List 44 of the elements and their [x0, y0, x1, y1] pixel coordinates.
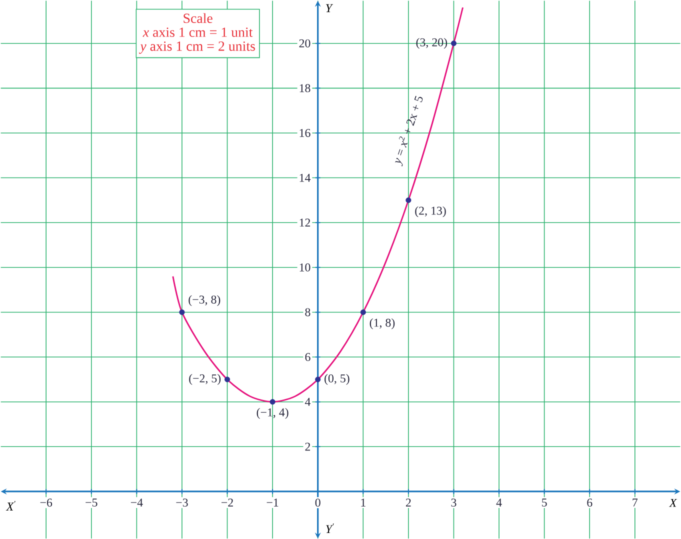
- point: [450, 40, 457, 46]
- x-tick-label: 7: [632, 498, 638, 506]
- x-tick-label: 1: [361, 498, 366, 506]
- x-tick-label: 6: [587, 498, 592, 506]
- annotation: (1, 8): [370, 318, 395, 330]
- y-axis-title: Y: [326, 4, 334, 12]
- y-tick-label: 20: [299, 39, 310, 48]
- x-tick-label: 3: [451, 498, 456, 506]
- point: [360, 309, 366, 315]
- point: [224, 376, 230, 382]
- x-tick-label: −1: [266, 498, 278, 506]
- annotation: Scale: [184, 13, 212, 23]
- y-tick-label: 14: [300, 174, 311, 182]
- x-axis-title: X: [669, 498, 678, 507]
- x-tick-label: −3: [176, 498, 188, 506]
- point: [315, 376, 321, 382]
- point: [179, 309, 185, 315]
- annotation: Y$^{′}$: [326, 523, 334, 533]
- y-tick-label: 12: [300, 218, 310, 226]
- y-tick-label: 2: [305, 442, 310, 450]
- annotation: (0, 5): [324, 374, 350, 385]
- x-tick-label: −4: [130, 498, 143, 506]
- y-tick-label: 4: [304, 398, 311, 406]
- y-tick-label: 16: [300, 128, 310, 137]
- point: [270, 398, 276, 404]
- annotation: y = x$^{2}$ + 2x + 5: [395, 96, 423, 166]
- annotation: (−3, 8): [188, 295, 220, 306]
- y-tick-label: 6: [305, 352, 310, 361]
- x-tick-label: 0: [315, 498, 320, 507]
- x-tick-label: −6: [40, 498, 52, 506]
- x-tick-label: −5: [86, 498, 98, 506]
- annotation: (2, 13): [415, 206, 446, 218]
- point: [406, 197, 412, 203]
- x-tick-label: 4: [496, 498, 502, 506]
- x-tick-label: 2: [406, 498, 411, 506]
- x-tick-label: 5: [542, 498, 547, 506]
- annotation: (−2, 5): [189, 374, 221, 385]
- y-tick-label: 10: [300, 263, 310, 272]
- annotation: y axis 1 cm = 2 units: [139, 41, 255, 54]
- y-tick-label: 18: [300, 84, 310, 92]
- annotation: x axis 1 cm = 1 unit: [142, 27, 253, 37]
- x-tick-label: −2: [222, 498, 233, 506]
- annotation: X$^{′}$: [6, 500, 16, 510]
- y-tick-label: 8: [305, 308, 310, 316]
